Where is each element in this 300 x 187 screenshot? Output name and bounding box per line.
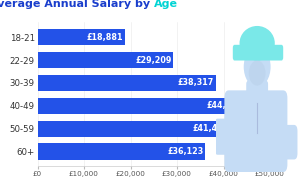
Text: £29,209: £29,209 — [135, 56, 172, 65]
Text: £36,123: £36,123 — [167, 147, 204, 156]
Bar — [38, 52, 173, 68]
FancyBboxPatch shape — [246, 81, 268, 106]
FancyBboxPatch shape — [259, 125, 298, 160]
Bar — [38, 143, 206, 160]
Text: Average Annual Salary by: Average Annual Salary by — [0, 0, 154, 9]
FancyBboxPatch shape — [233, 45, 283, 61]
Bar — [38, 29, 125, 45]
Text: £44,439: £44,439 — [206, 101, 242, 110]
Bar — [38, 98, 244, 114]
FancyBboxPatch shape — [224, 90, 287, 172]
FancyBboxPatch shape — [214, 119, 250, 155]
Bar — [38, 121, 230, 137]
Text: £18,881: £18,881 — [87, 33, 123, 42]
Ellipse shape — [239, 26, 275, 61]
Text: £38,317: £38,317 — [178, 79, 214, 88]
Ellipse shape — [249, 61, 266, 86]
Ellipse shape — [244, 46, 271, 87]
Bar — [38, 75, 216, 91]
Text: Age: Age — [154, 0, 178, 9]
Text: £41,485: £41,485 — [192, 124, 229, 133]
